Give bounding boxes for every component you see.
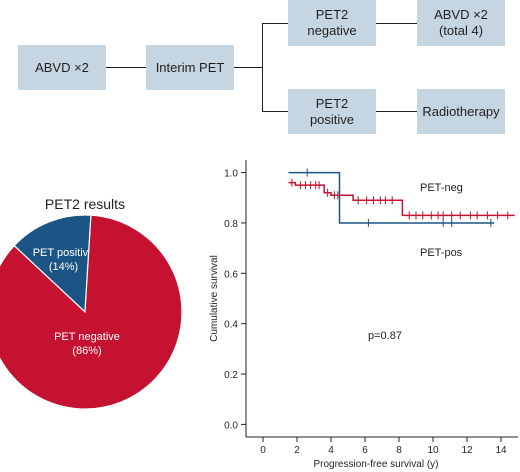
x-tick-label: 6 <box>362 445 368 456</box>
y-tick-label: 0.0 <box>224 420 238 431</box>
p-value-annotation: p=0.87 <box>368 330 402 342</box>
flow-label: PET2 <box>315 7 349 22</box>
x-tick-label: 10 <box>427 445 439 456</box>
flow-box-pet2-positive: PET2 positive <box>288 89 376 134</box>
flow-label: (total 4) <box>438 23 484 38</box>
flow-box-interim-pet: Interim PET <box>146 45 234 90</box>
x-tick-label: 8 <box>396 445 402 456</box>
series-label: PET-pos <box>420 247 463 259</box>
y-tick-label: 0.6 <box>224 269 238 280</box>
x-tick-label: 12 <box>461 445 473 456</box>
flow-label: negative <box>307 23 357 38</box>
survival-curve <box>288 181 515 217</box>
pie-slice-percent: (14%) <box>49 261 78 273</box>
x-tick-label: 14 <box>495 445 507 456</box>
flow-label: ABVD ×2 <box>434 7 488 22</box>
connector-line <box>376 23 417 24</box>
connector-line <box>262 23 288 24</box>
pie-chart: PET positive (14%) PET negative (86%) <box>0 214 183 410</box>
pie-title: PET2 results <box>45 196 125 212</box>
pie-slice <box>13 214 92 314</box>
flow-label: Interim PET <box>155 59 225 75</box>
survival-chart: 0.0 0.2 0.4 0.6 0.8 1.0 0 2 4 6 8 10 12 14 Progression… <box>209 160 518 470</box>
x-axis-label: Progression-free survival (y) <box>313 459 438 470</box>
connector-line <box>262 111 288 112</box>
x-tick-label: 4 <box>328 445 334 456</box>
flow-label: positive <box>309 111 355 127</box>
pie-slice-label: PET positive <box>33 247 95 259</box>
flow-box-abvd-start: ABVD ×2 <box>18 45 106 90</box>
flow-box-radiotherapy: Radiotherapy <box>417 89 505 134</box>
connector-line <box>106 67 146 68</box>
y-tick-label: 0.8 <box>224 219 238 230</box>
pie-slice-label: PET negative <box>54 331 120 343</box>
y-tick-label: 1.0 <box>224 169 238 180</box>
y-tick-label: 0.4 <box>224 320 238 331</box>
connector-line <box>262 23 263 112</box>
connector-line <box>376 111 417 112</box>
y-tick-label: 0.2 <box>224 370 238 381</box>
survival-curve <box>288 171 495 224</box>
flow-label: ABVD ×2 <box>35 59 89 75</box>
pie-slice-percent: (86%) <box>72 345 101 357</box>
x-tick-label: 2 <box>294 445 300 456</box>
flow-label: PET2 <box>315 95 349 111</box>
series-label: PET-neg <box>420 182 463 194</box>
flow-box-abvd-total: ABVD ×2 (total 4) <box>417 0 505 46</box>
y-axis-label: Cumulative survival <box>209 255 220 342</box>
flow-label: Radiotherapy <box>422 103 500 119</box>
pie-slice <box>0 214 183 410</box>
flow-box-pet2-negative: PET2 negative <box>288 0 376 46</box>
x-tick-label: 0 <box>260 445 266 456</box>
connector-line <box>234 67 262 68</box>
